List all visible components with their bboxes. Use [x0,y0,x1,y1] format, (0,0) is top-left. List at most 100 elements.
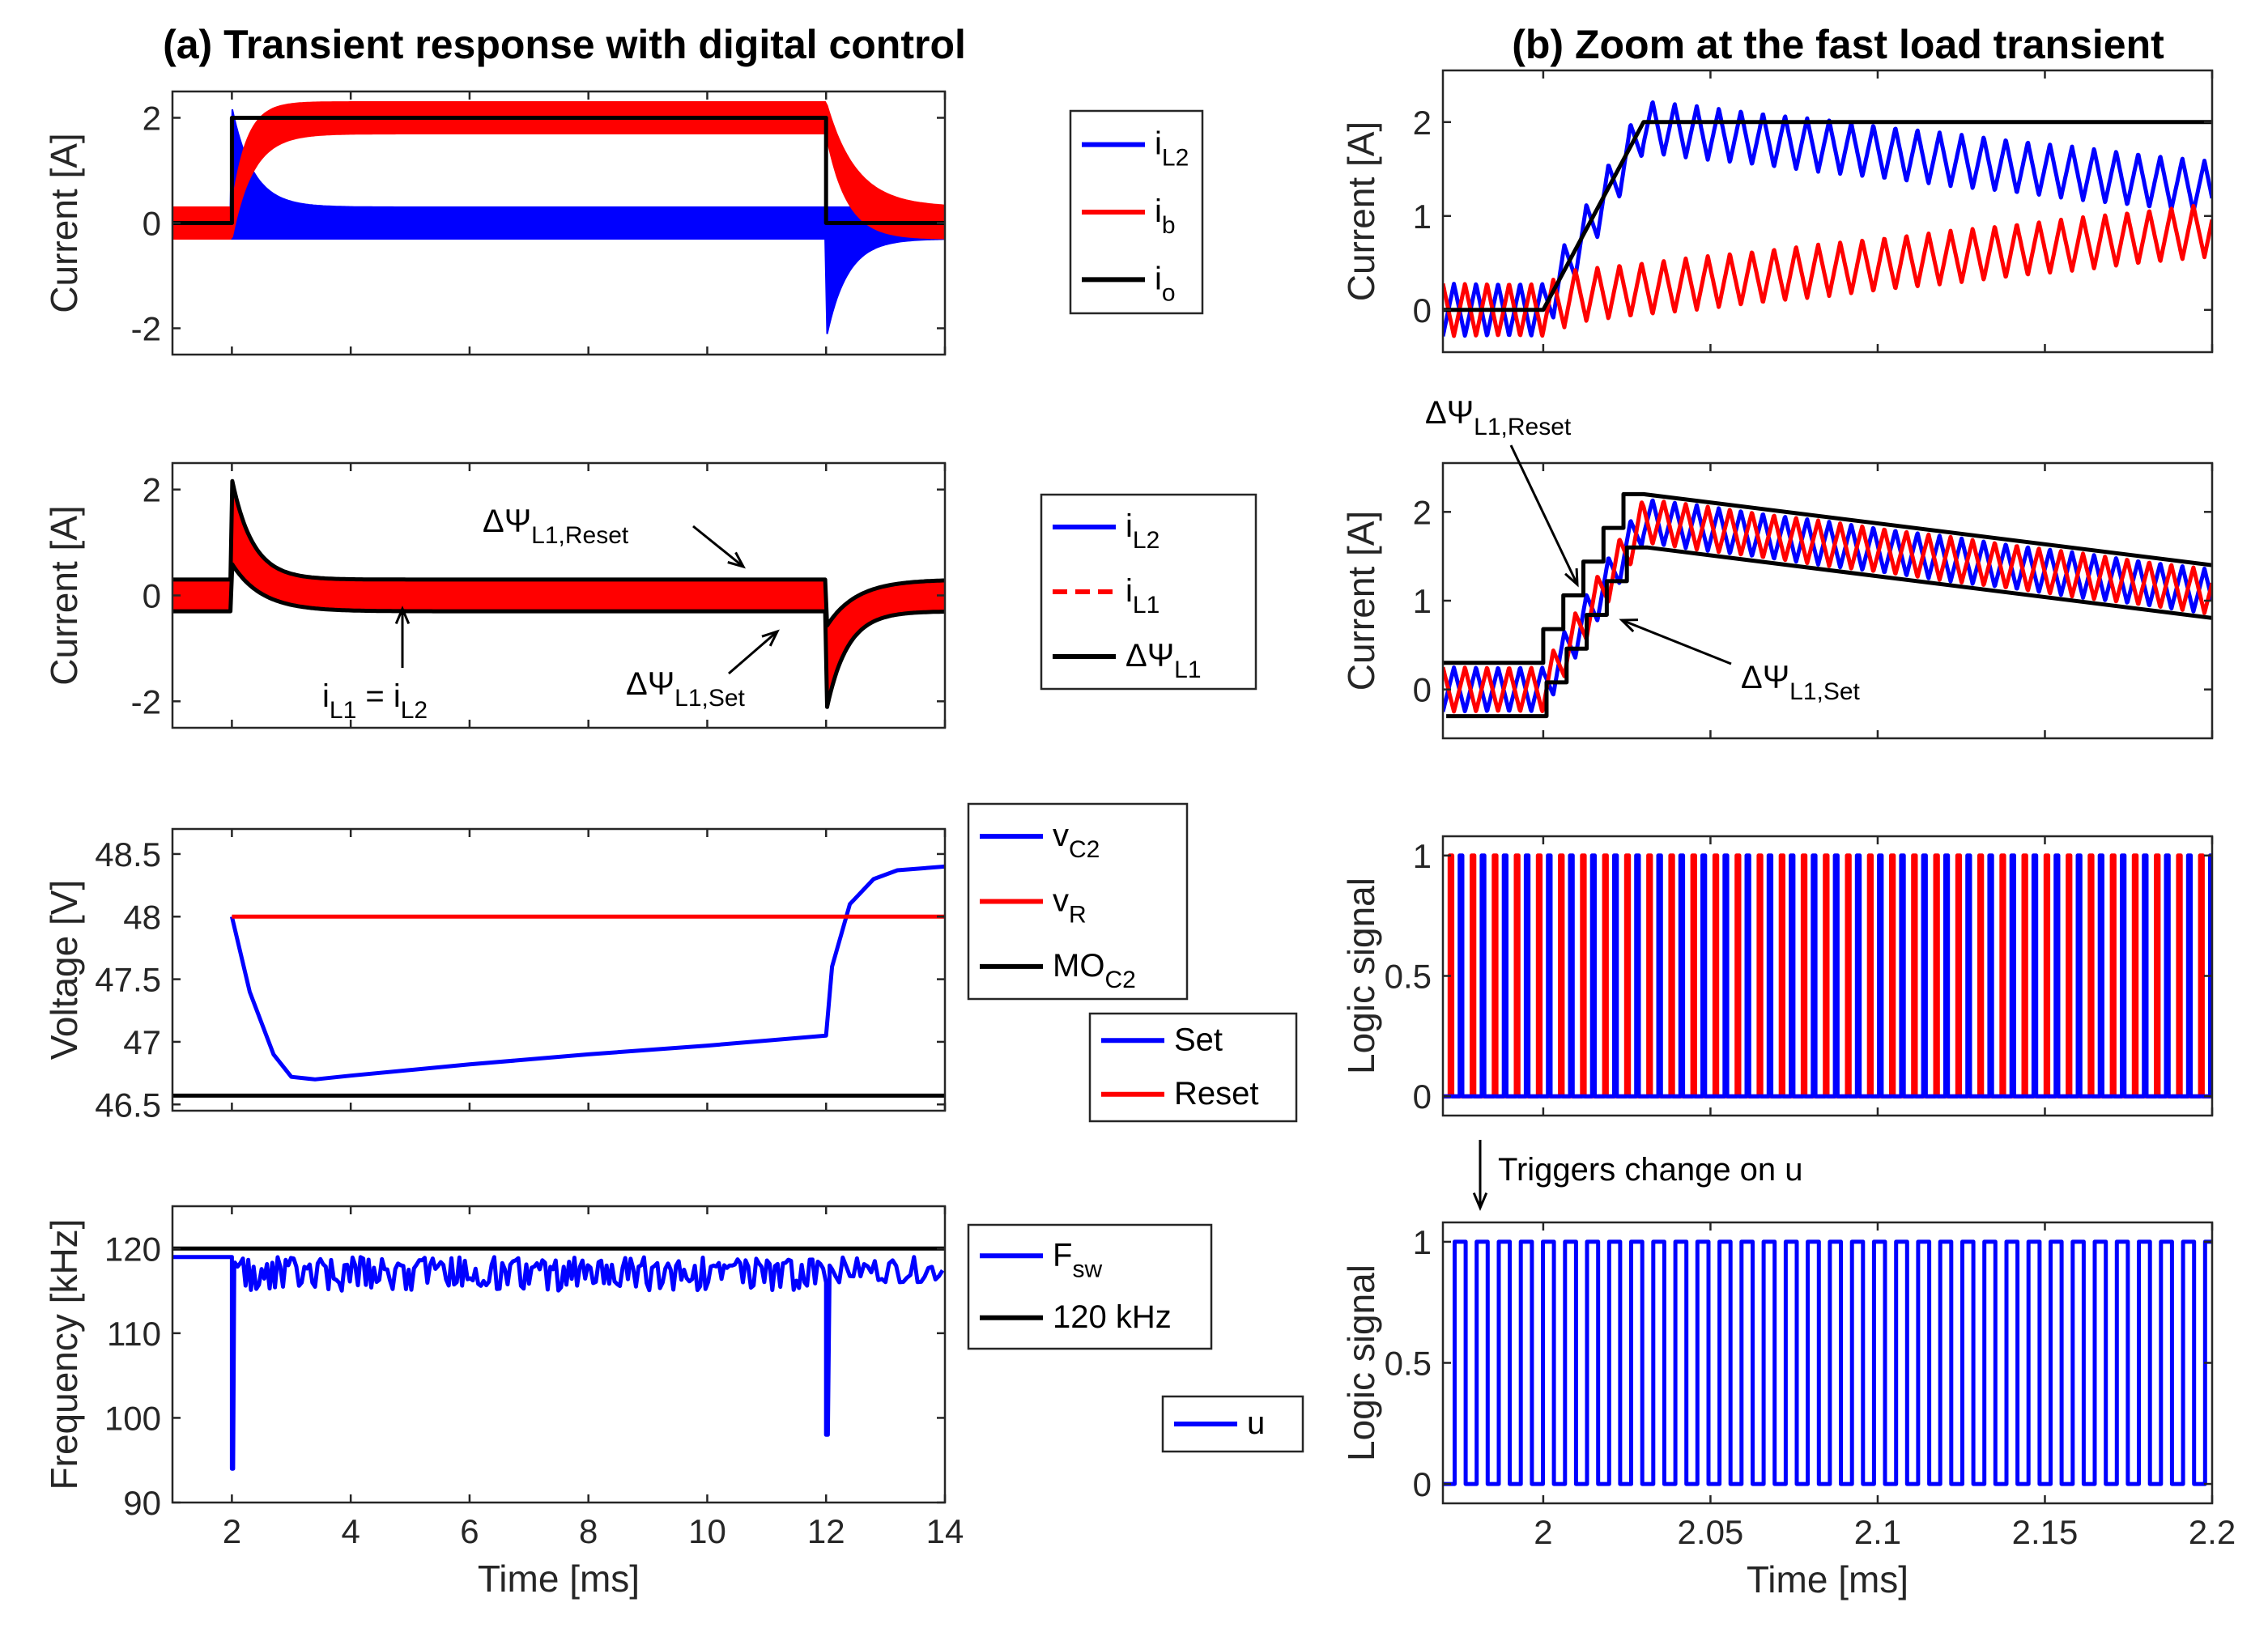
series-Set [1443,853,2212,1099]
axes-box [171,827,947,1112]
legend-entry: iL1 [1125,573,1160,618]
legend-entry: u [1247,1405,1265,1441]
series-dpsi-reset [1443,491,2212,665]
annotation-triggers: Triggers change on u [1498,1152,1803,1188]
series-i_L2-band [172,108,945,334]
y-axis-label: Current [A] [43,133,85,312]
series-i_L2 [1443,100,2212,338]
title-left: (a) Transient response with digital cont… [163,22,966,67]
legend-entry: 120 kHz [1053,1299,1172,1335]
ytick-label: 0.5 [1385,958,1432,996]
chart-a4: 90 100 110 120 2 4 6 8 10 12 14 Frequency [kHz] Time… [43,1205,964,1600]
ytick-label: 0 [1413,1078,1432,1116]
annotation-reset: ΔΨL1,Reset [1425,395,1572,440]
ytick-label: 0 [1413,1465,1432,1503]
ytick-label: 47 [123,1023,161,1061]
xtick-label: 2.1 [1854,1513,1901,1551]
legend-entry: vR [1053,883,1087,929]
series-dpsi-set [1446,545,2212,719]
ytick-label: -2 [131,682,161,720]
plot-area-a3 [172,864,945,1098]
annotation-set: ΔΨL1,Set [626,666,746,712]
title-right: (b) Zoom at the fast load transient [1512,22,2164,67]
y-axis-label: Current [A] [1340,511,1382,691]
annotation-reset: ΔΨL1,Reset [483,504,629,549]
legend-entry: Reset [1174,1076,1259,1112]
y-axis-label: Logic signal [1340,878,1382,1074]
ytick-label: 0 [1413,671,1432,709]
arrow-eq-head [394,606,411,625]
plot-area-a1 [172,101,945,334]
ytick-label: 1 [1413,837,1432,875]
ytick-label: 90 [123,1484,161,1522]
ytick-label: 1 [1413,582,1432,620]
series-i_o [172,116,945,225]
y-axis-label: Current [A] [1340,121,1382,301]
arrow-triggers-head [1472,1192,1488,1211]
ytick-label: 100 [104,1399,161,1437]
series-dpsi-reset [172,478,945,628]
ytick-label: 2 [1413,104,1432,142]
ytick-label: 2 [143,471,161,509]
ytick-label: 2 [1413,493,1432,531]
ytick-label: 1 [1413,198,1432,236]
xtick-label: 4 [341,1512,360,1550]
legend-box [967,1223,1213,1350]
ytick-label: 1 [1413,1223,1432,1261]
chart-b1: 0 1 2 Current [A] [1340,69,2214,354]
plot-area-a2 [172,478,945,709]
legend-entry: ΔΨL1 [1125,638,1202,683]
legend-entry: iL2 [1125,508,1160,554]
x-axis-label: Time [ms] [478,1558,640,1600]
y-axis-label: Logic signal [1340,1265,1382,1461]
y-axis-label: Voltage [V] [43,880,85,1061]
legend-entry: ib [1155,193,1176,239]
ytick-label: 2 [143,100,161,138]
arrow-reset [1509,444,1579,585]
chart-a1: -2 0 2 Current [A] [43,90,947,356]
arrow-set [728,630,778,675]
legend-entry: vC2 [1053,818,1100,863]
annotation-set: ΔΨL1,Set [1741,660,1861,705]
ytick-label: 0 [143,205,161,243]
ytick-label: 46.5 [95,1086,161,1124]
xtick-label: 8 [579,1512,598,1550]
ytick-label: 0 [143,577,161,615]
legend-entry: MOC2 [1053,948,1136,993]
xtick-label: 2 [223,1512,241,1550]
annotation-eq: iL1 = iL2 [322,678,428,724]
xtick-label: 10 [688,1512,726,1550]
legend-entry: io [1155,261,1176,306]
chart-a2: -2 0 2 Current [A] [43,461,947,729]
xtick-label: 2 [1534,1513,1552,1551]
y-axis-label: Current [A] [43,505,85,685]
xtick-label: 2.2 [2189,1513,2236,1551]
xtick-label: 14 [926,1512,964,1550]
ytick-label: -2 [131,310,161,348]
legend-entry: iL2 [1155,126,1189,172]
plot-area-a4 [172,1246,945,1471]
series-i_L1 [1443,499,2212,714]
legend-a2: iL2 iL1 ΔΨL1 [1040,493,1257,691]
arrow-set [1621,618,1732,665]
arrow-set-head [1619,618,1639,633]
xtick-label: 12 [807,1512,845,1550]
plots: -2 0 2 Current [A] iL2 ib io -2 0 2 Current [A] iL2… [43,69,2236,1600]
axes-box [1441,69,2214,354]
series-u [1443,1239,2212,1486]
ytick-label: 110 [107,1315,161,1353]
chart-b4: 0 0.5 1 2 2.05 2.1 2.15 2.2 Logic signal Time [ms… [1340,1221,2236,1600]
legend-entry: Set [1174,1022,1223,1057]
chart-a3: 46.5 47 47.5 48 48.5 Voltage [V] [43,827,947,1124]
series-v_C2 [229,864,945,1082]
legend-a3: vC2 vR MOC2 [967,802,1189,1001]
legend-b4: u [1161,1395,1304,1453]
xtick-label: 2.05 [1678,1513,1744,1551]
series-i_L1-band [172,481,945,708]
plot-area-b3 [1443,853,2212,1099]
xtick-label: 2.15 [2012,1513,2079,1551]
legend-a1: iL2 ib io [1069,109,1204,315]
ytick-label: 0.5 [1385,1345,1432,1383]
legend-a4: Fsw 120 kHz [967,1223,1213,1350]
